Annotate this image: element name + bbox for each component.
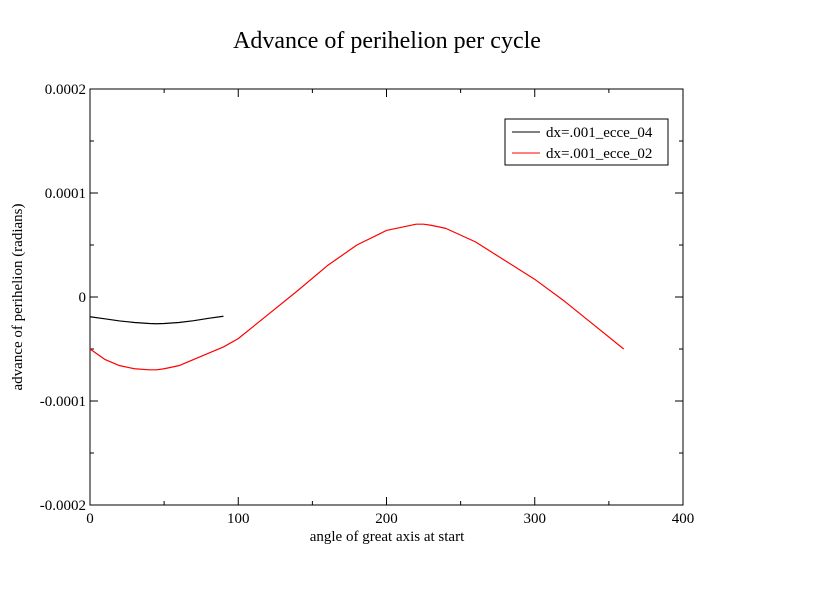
legend-label-1: dx=.001_ecce_02: [546, 146, 652, 162]
axis-ticks: [89, 88, 684, 506]
x-tick-label: 0: [86, 511, 94, 527]
x-tick-label: 100: [227, 511, 250, 527]
y-tick-label: 0.0001: [45, 186, 86, 202]
axis-tick-labels: 0 100 200 300 400 -0.0002 -0.0001 0 0.0001 0.0002: [40, 82, 695, 527]
y-tick-label: 0: [79, 290, 87, 306]
x-tick-label: 400: [672, 511, 695, 527]
y-tick-label: -0.0002: [40, 498, 86, 514]
x-tick-label: 300: [524, 511, 547, 527]
y-tick-label: -0.0001: [40, 394, 86, 410]
y-axis-label: advance of perihelion (radians): [10, 204, 26, 391]
series-line-0: [89, 315, 224, 325]
legend-label-0: dx=.001_ecce_04: [546, 125, 653, 141]
series-lines: [89, 223, 625, 371]
legend-box: [504, 118, 669, 166]
chart-title: Advance of perihelion per cycle: [233, 28, 541, 54]
x-axis-label: angle of great axis at start: [310, 529, 465, 545]
legend: dx=.001_ecce_04 dx=.001_ecce_02: [504, 118, 669, 166]
series-line-1: [89, 223, 625, 371]
y-tick-label: 0.0002: [45, 82, 86, 98]
x-tick-label: 200: [375, 511, 398, 527]
